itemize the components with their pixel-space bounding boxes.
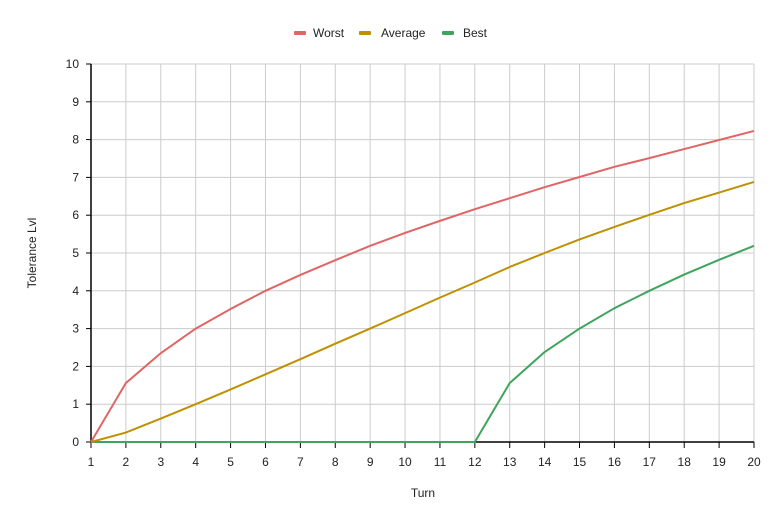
- x-tick-label: 13: [503, 455, 517, 469]
- x-tick-label: 14: [538, 455, 552, 469]
- legend-label: Worst: [313, 26, 345, 40]
- y-axis-title: Tolerance Lvl: [25, 218, 39, 289]
- y-tick-label: 3: [72, 322, 79, 336]
- x-tick-label: 7: [297, 455, 304, 469]
- legend-swatch-icon: [442, 31, 454, 35]
- y-tick-label: 4: [72, 284, 79, 298]
- x-tick-label: 15: [573, 455, 587, 469]
- y-tick-label: 0: [72, 435, 79, 449]
- x-tick-label: 5: [227, 455, 234, 469]
- legend: Worst Average Best: [294, 26, 488, 40]
- x-tick-label: 9: [367, 455, 374, 469]
- series-line-average: [90, 180, 755, 443]
- x-tick-label: 6: [262, 455, 269, 469]
- x-tick-label: 4: [192, 455, 199, 469]
- x-tick-label: 16: [608, 455, 622, 469]
- y-tick-label: 2: [72, 359, 79, 373]
- legend-item-best[interactable]: Best: [442, 26, 488, 40]
- y-tick-label: 10: [66, 57, 80, 71]
- series-line-worst: [90, 129, 755, 443]
- x-axis-title: Turn: [411, 486, 435, 500]
- legend-item-worst[interactable]: Worst: [294, 26, 345, 40]
- series-line-best: [91, 244, 755, 443]
- legend-item-average[interactable]: Average: [359, 26, 426, 40]
- legend-swatch-icon: [359, 31, 371, 35]
- x-tick-label: 3: [157, 455, 164, 469]
- y-tick-label: 6: [72, 208, 79, 222]
- y-tick-label: 7: [72, 170, 79, 184]
- x-tick-label: 11: [434, 455, 447, 469]
- x-tick-label: 10: [398, 455, 412, 469]
- x-tick-label: 1: [88, 455, 95, 469]
- x-tick-label: 2: [123, 455, 130, 469]
- legend-swatch-icon: [294, 31, 306, 35]
- x-tick-label: 18: [678, 455, 692, 469]
- x-tick-label: 8: [332, 455, 339, 469]
- legend-label: Best: [463, 26, 488, 40]
- grid-lines: [90, 63, 755, 443]
- legend-label: Average: [381, 26, 426, 40]
- series-lines: [90, 129, 755, 443]
- y-tick-label: 1: [72, 397, 79, 411]
- x-tick-label: 20: [747, 455, 761, 469]
- x-tick-label: 19: [712, 455, 726, 469]
- y-tick-label: 8: [72, 133, 79, 147]
- y-tick-label: 9: [72, 95, 79, 109]
- x-tick-label: 12: [468, 455, 482, 469]
- y-tick-label: 5: [72, 246, 79, 260]
- x-tick-label: 17: [643, 455, 657, 469]
